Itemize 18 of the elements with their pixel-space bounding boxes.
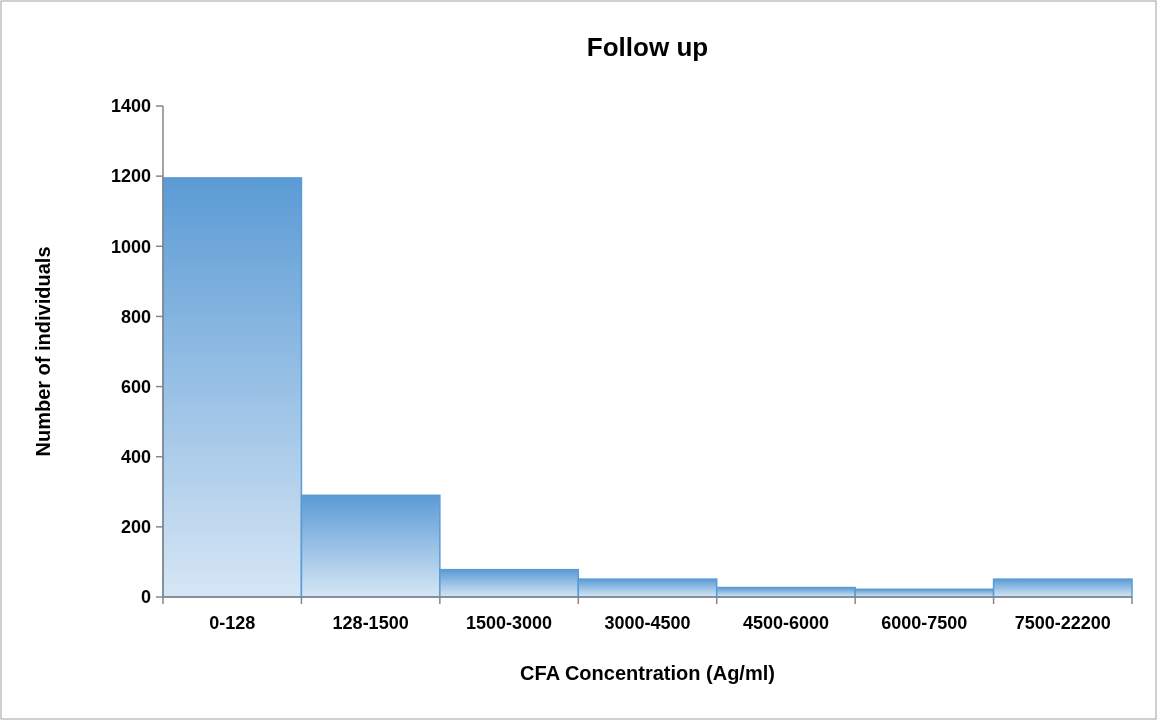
y-tick-label: 1200: [110, 166, 151, 187]
y-tick-label: 600: [120, 376, 151, 397]
y-tick-label: 800: [120, 306, 151, 327]
x-tick-label: 3000-4500: [604, 613, 691, 633]
x-tick-label: 1500-3000: [466, 613, 553, 633]
y-tick-label: 200: [120, 517, 151, 538]
y-tick-label: 0: [140, 587, 151, 608]
y-tick-label: 1000: [110, 236, 151, 257]
x-tick-label: 6000-7500: [881, 613, 968, 633]
x-axis-title: CFA Concentration (Ag/ml): [520, 662, 775, 684]
y-tick-label: 1400: [110, 96, 151, 117]
x-tick-label: 0-128: [209, 613, 256, 633]
y-tick-label: 400: [120, 447, 151, 468]
x-tick-label: 4500-6000: [742, 613, 829, 633]
x-tick-label: 7500-22200: [1014, 613, 1111, 633]
y-axis-title: Number of individuals: [32, 246, 54, 457]
chart-title: Follow up: [586, 32, 709, 62]
x-tick-label: 128-1500: [332, 613, 409, 633]
